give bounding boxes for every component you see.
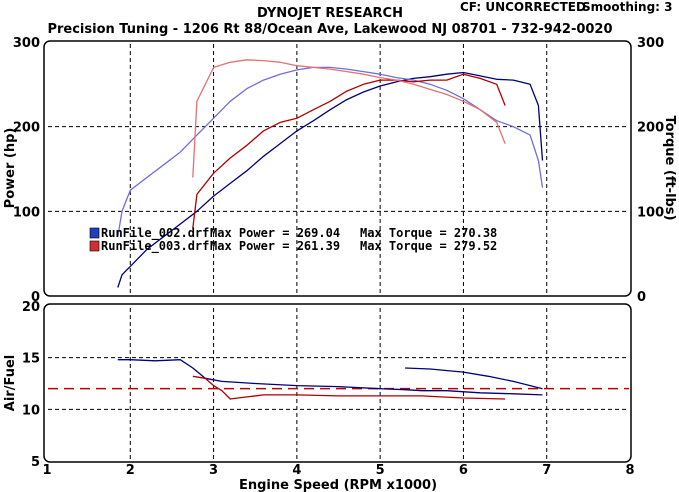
y-right-tick-label-power-0: 0 [637, 290, 646, 305]
series-power-0 [117, 71, 544, 288]
brand-title: DYNOJET RESEARCH [257, 6, 403, 21]
y-right-tick-label-power-100: 100 [637, 205, 664, 220]
right-axis-title-torque: Torque (ft-lbs) [662, 115, 677, 220]
tick-layer: 0 100 200 300 0 100 200 300 5 10 15 20 1 2 3 4 5 6 7 8 [13, 36, 664, 478]
legend-torque-run002: Max Torque = 270.38 [360, 226, 497, 240]
x-tick-label-8: 8 [625, 463, 634, 478]
airfuel-panel-frame [43, 303, 632, 463]
x-tick-label-2: 2 [126, 463, 135, 478]
y-tick-label-power-200: 200 [13, 121, 40, 136]
smoothing-label: Smoothing: 3 [582, 0, 673, 14]
left-axis-title-power: Power (hp) [3, 128, 18, 209]
y-tick-label-power-100: 100 [13, 205, 40, 220]
legend-file-run002: RunFile_002.drf [101, 226, 209, 241]
series-power-3 [192, 59, 506, 178]
x-tick-label-7: 7 [542, 463, 551, 478]
legend: RunFile_002.drf Max Power = 269.04 Max T… [89, 226, 497, 254]
y-tick-label-airfuel-5: 5 [31, 455, 40, 470]
series-airfuel-2 [192, 375, 506, 400]
y-tick-label-power-0: 0 [31, 290, 40, 305]
legend-file-run003: RunFile_003.drf [101, 239, 209, 254]
y-right-tick-label-power-300: 300 [637, 36, 664, 51]
x-axis-title: Engine Speed (RPM x1000) [239, 478, 437, 492]
series-airfuel-1 [405, 367, 543, 390]
legend-torque-run003: Max Torque = 279.52 [360, 239, 497, 253]
y-tick-label-airfuel-20: 20 [22, 300, 40, 315]
x-tick-label-1: 1 [42, 463, 51, 478]
legend-power-run002: Max Power = 269.04 [210, 226, 340, 240]
legend-swatch-run003 [89, 240, 100, 252]
power-panel-frame [43, 40, 632, 297]
series-layer [48, 59, 629, 400]
x-tick-label-4: 4 [292, 463, 301, 478]
y-tick-label-airfuel-15: 15 [22, 352, 40, 367]
correction-label: CF: UNCORRECTED [460, 0, 586, 14]
x-tick-label-3: 3 [209, 463, 218, 478]
series-airfuel-0 [117, 359, 543, 396]
left-axis-title-airfuel: Air/Fuel [3, 355, 18, 411]
legend-swatch-run002 [89, 227, 100, 239]
series-power-2 [192, 73, 506, 229]
x-tick-label-6: 6 [459, 463, 468, 478]
grid-layer [48, 44, 629, 460]
x-tick-label-5: 5 [376, 463, 385, 478]
y-tick-label-power-300: 300 [13, 36, 40, 51]
shop-title: Precision Tuning - 1206 Rt 88/Ocean Ave,… [47, 22, 612, 37]
legend-power-run003: Max Power = 261.39 [210, 239, 340, 253]
y-right-tick-label-power-200: 200 [637, 121, 664, 136]
y-tick-label-airfuel-10: 10 [22, 403, 40, 418]
